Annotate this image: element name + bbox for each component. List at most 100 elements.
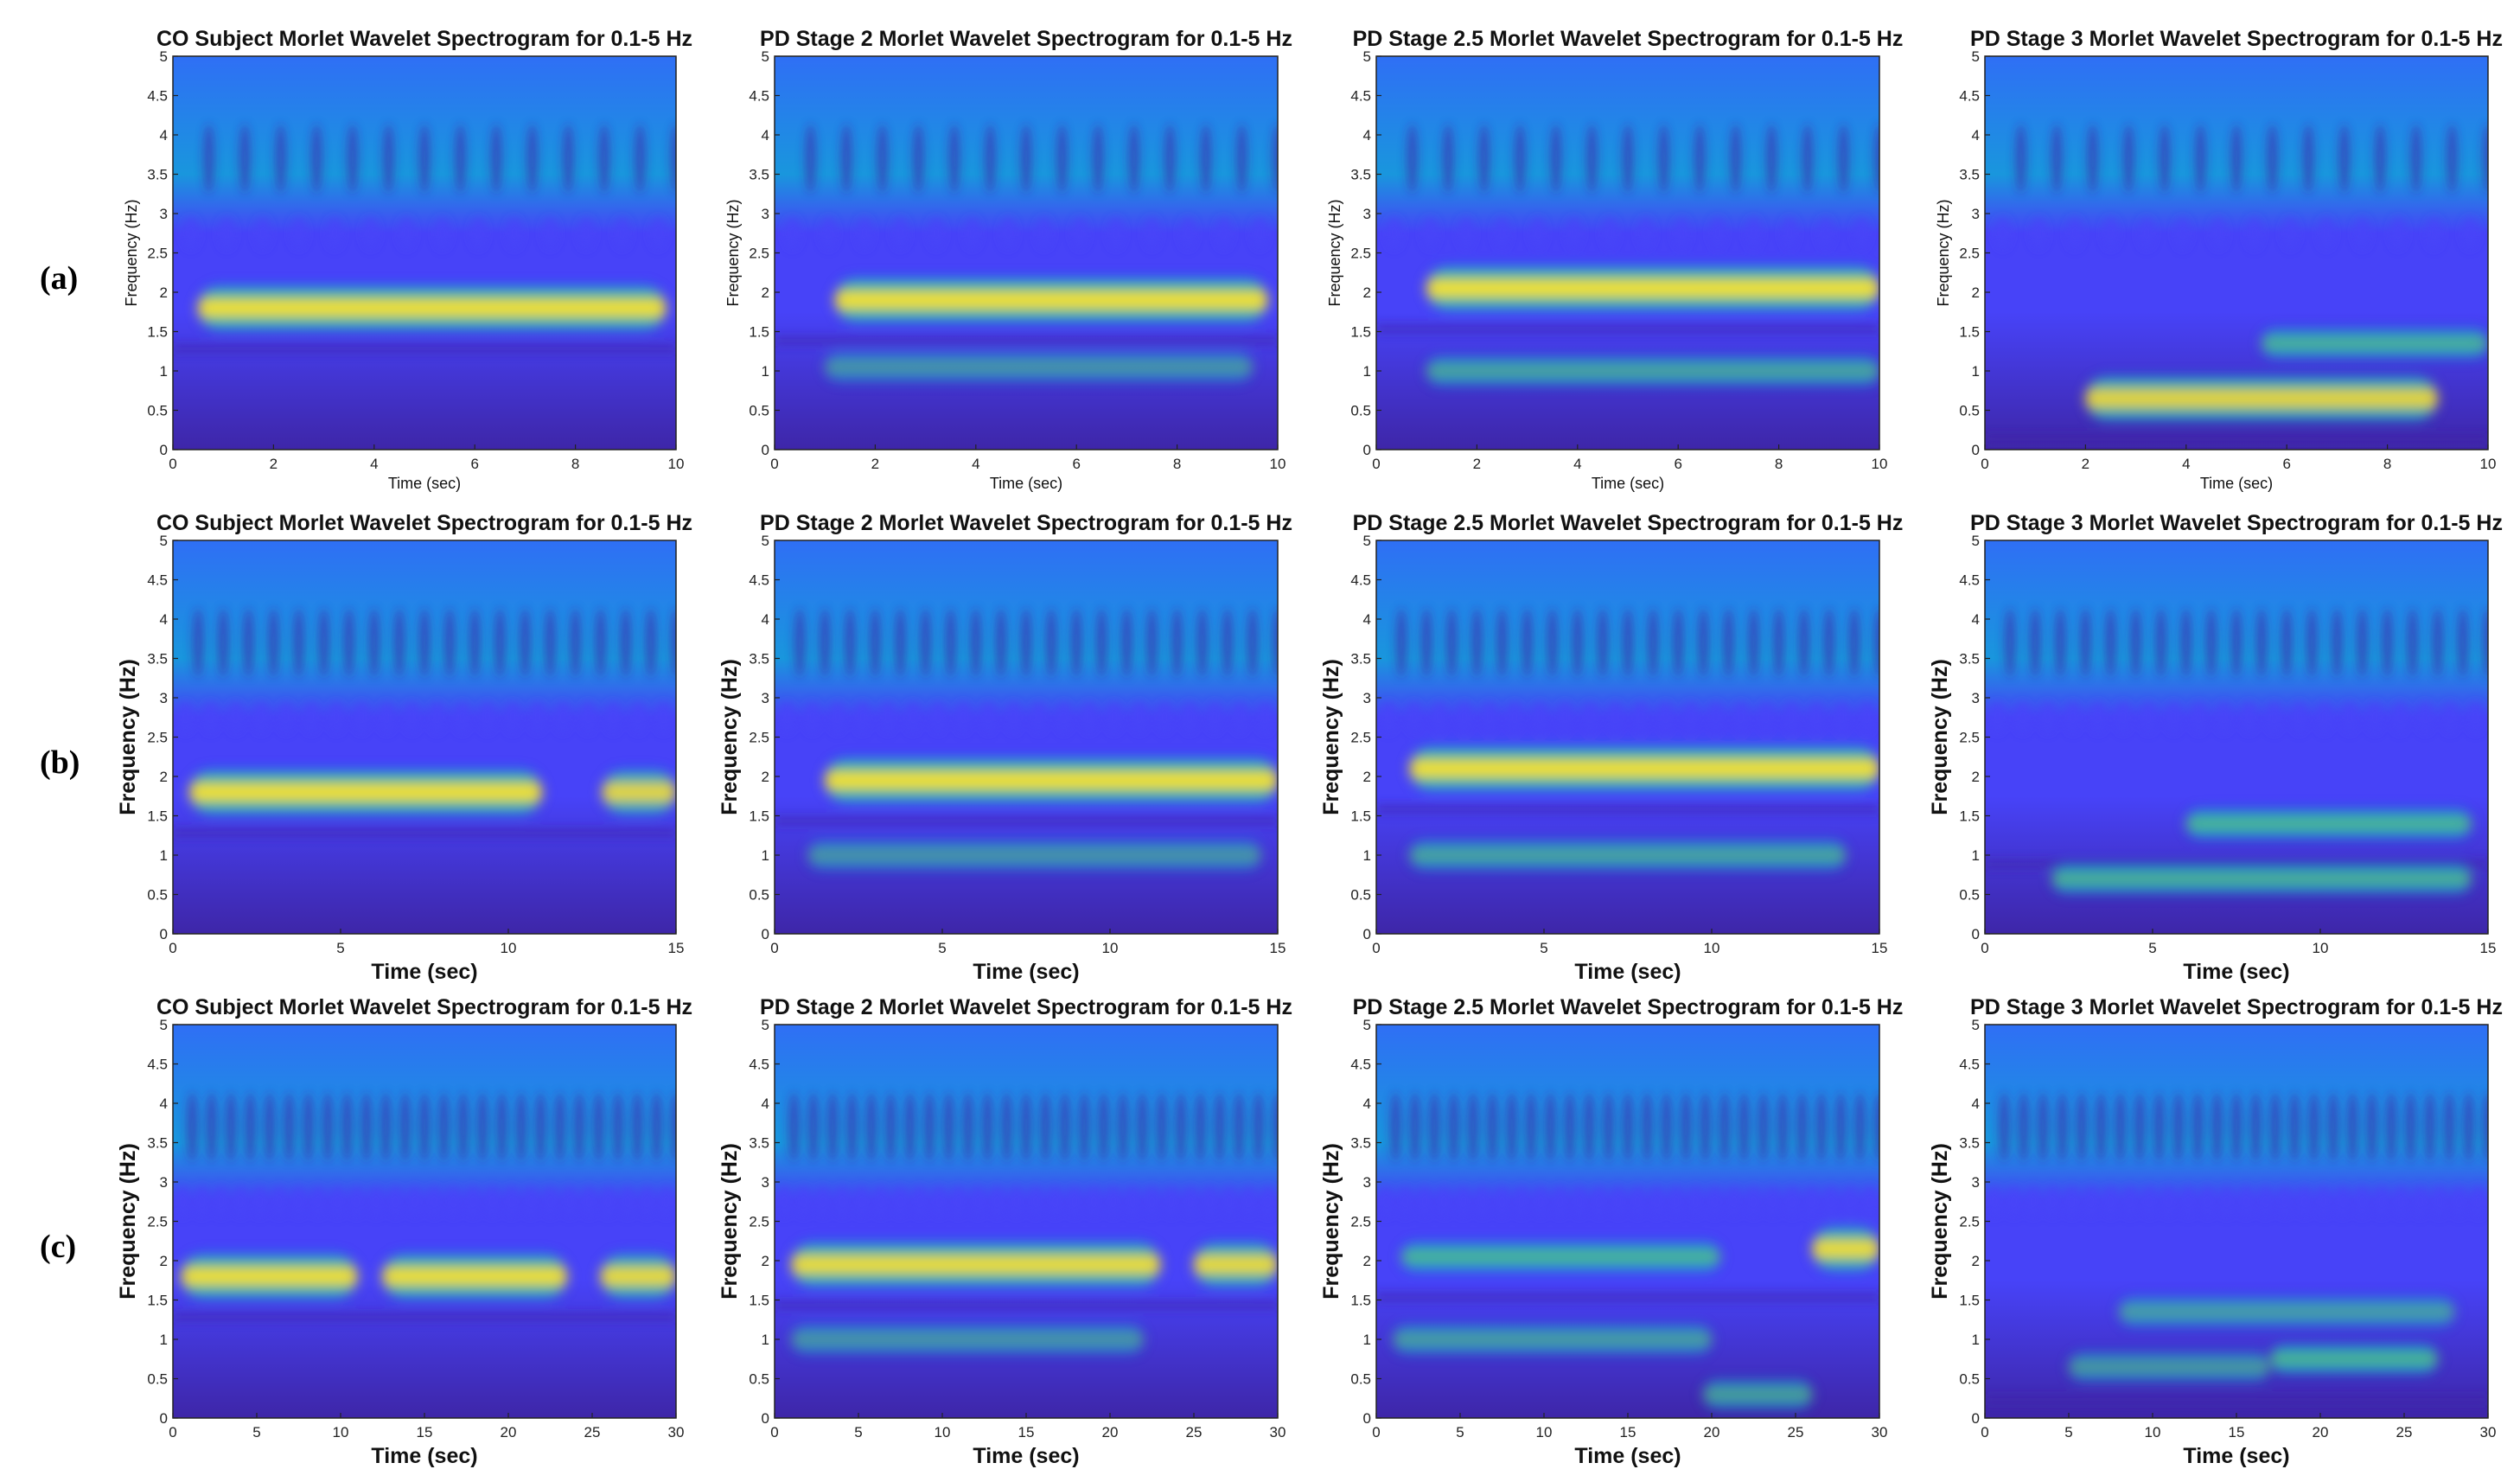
x-tick-label: 20 [501, 1424, 517, 1440]
texture-blob [2102, 1185, 2119, 1217]
texture-blob [1252, 217, 1268, 249]
texture-blob [309, 1185, 326, 1217]
x-tick-label: 10 [668, 456, 685, 472]
texture-blob [217, 608, 230, 678]
texture-blob [1175, 1092, 1188, 1162]
y-tick-label: 2 [1363, 1253, 1371, 1269]
band-valley [1376, 1292, 1879, 1303]
x-tick-label: 30 [1270, 1424, 1286, 1440]
texture-blob [360, 1092, 373, 1162]
x-tick-label: 4 [1573, 456, 1581, 472]
y-tick-label: 3.5 [1350, 651, 1371, 668]
texture-blob [2291, 701, 2307, 733]
band-valley [775, 815, 1278, 827]
texture-blob [2315, 1185, 2332, 1217]
texture-blob [1680, 1092, 1693, 1162]
texture-blob [853, 1185, 870, 1217]
texture-blob [1471, 608, 1483, 678]
texture-blob [2166, 701, 2182, 733]
x-tick-label: 4 [370, 456, 378, 472]
texture-blob [1729, 124, 1742, 194]
texture-blob [1456, 701, 1472, 733]
y-tick-label: 4 [1972, 127, 1980, 144]
texture-blob [1622, 1092, 1634, 1162]
texture-blob [2129, 608, 2142, 678]
x-tick-label: 6 [470, 456, 478, 472]
texture-blob [1607, 701, 1624, 733]
texture-blob [2180, 1185, 2197, 1217]
texture-blob [2230, 124, 2242, 194]
y-tick-label: 0 [1363, 442, 1371, 458]
band-valley [1985, 1394, 2488, 1405]
texture-blob [242, 608, 255, 678]
texture-blob [1260, 1185, 1276, 1217]
y-tick-label: 3 [160, 1174, 168, 1191]
panel-title: PD Stage 3 Morlet Wavelet Spectrogram fo… [1970, 995, 2503, 1019]
texture-blob [1428, 1092, 1441, 1162]
texture-blob [1602, 1092, 1615, 1162]
x-tick-label: 10 [1872, 456, 1888, 472]
texture-blob [252, 701, 269, 733]
x-axis-label: Time (sec) [1592, 475, 1664, 492]
texture-blob [1861, 1185, 1878, 1217]
texture-blob [526, 124, 539, 194]
texture-blob [611, 1092, 624, 1162]
texture-blob [1738, 1092, 1751, 1162]
texture-blob [1081, 701, 1097, 733]
texture-blob [1709, 217, 1726, 249]
y-tick-label: 3 [160, 206, 168, 222]
spectrogram-panel: PD Stage 2 Morlet Wavelet Spectrogram fo… [718, 995, 1292, 1468]
texture-blob [804, 124, 817, 194]
energy-band [1409, 746, 1879, 790]
texture-blob [1171, 608, 1183, 678]
texture-blob [1873, 608, 1879, 678]
texture-blob [600, 1185, 616, 1217]
texture-blob [534, 1092, 547, 1162]
texture-blob [1466, 1092, 1479, 1162]
x-tick-label: 25 [1186, 1424, 1203, 1440]
texture-blob [2017, 1092, 2030, 1162]
texture-blob [252, 1185, 268, 1217]
texture-blob [655, 701, 672, 733]
x-tick-label: 0 [1372, 1424, 1380, 1440]
texture-blob [1837, 124, 1850, 194]
y-tick-label: 2 [1972, 769, 1980, 785]
y-tick-label: 2.5 [1959, 246, 1980, 262]
y-tick-label: 3.5 [1350, 1135, 1371, 1152]
energy-band [807, 841, 1261, 869]
texture-blob [2296, 1185, 2313, 1217]
texture-blob [1157, 701, 1173, 733]
texture-blob [1020, 608, 1032, 678]
spectrogram-panel: PD Stage 3 Morlet Wavelet Spectrogram fo… [1928, 511, 2503, 984]
x-tick-label: 5 [2148, 940, 2156, 956]
y-tick-label: 4 [762, 1096, 769, 1112]
y-axis-label: Frequency (Hz) [116, 659, 140, 815]
texture-blob [2158, 124, 2171, 194]
texture-blob [1630, 1185, 1646, 1217]
texture-blob [2266, 124, 2279, 194]
y-tick-label: 0.5 [147, 887, 168, 904]
y-tick-label: 1.5 [147, 1293, 168, 1309]
texture-blob [1213, 1092, 1226, 1162]
spectrogram-background [173, 56, 676, 450]
texture-blob [544, 608, 557, 678]
texture-blob [984, 124, 997, 194]
x-tick-label: 4 [2182, 456, 2190, 472]
texture-blob [912, 124, 925, 194]
x-tick-label: 0 [169, 456, 176, 472]
texture-blob [399, 217, 415, 249]
texture-blob [1585, 124, 1598, 194]
texture-blob [292, 608, 305, 678]
texture-blob [1408, 1092, 1421, 1162]
texture-blob [776, 1185, 793, 1217]
y-tick-label: 4 [1363, 127, 1371, 144]
energy-band [2069, 1352, 2270, 1381]
y-tick-label: 3.5 [147, 651, 168, 668]
x-tick-label: 15 [1872, 940, 1888, 956]
x-tick-label: 5 [252, 1424, 260, 1440]
texture-blob [2079, 608, 2092, 678]
texture-blob [1815, 1092, 1828, 1162]
texture-blob [1772, 608, 1785, 678]
texture-blob [1758, 701, 1775, 733]
x-tick-label: 10 [2313, 940, 2329, 956]
